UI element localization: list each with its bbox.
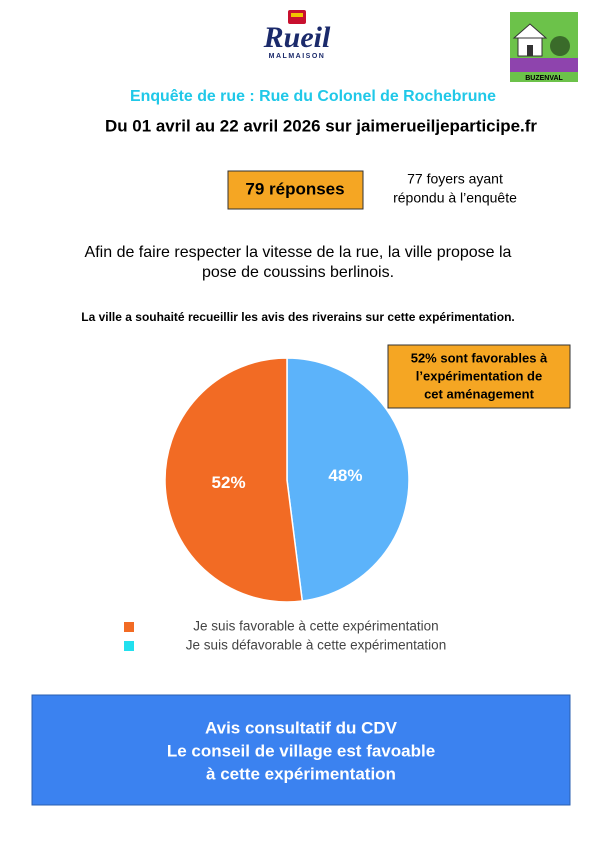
callout-box: [387, 344, 571, 409]
crest-band: [291, 13, 303, 17]
title: Enquête de rue : Rue du Colonel de Roche…: [130, 88, 496, 105]
legend-label: Je suis favorable à cette expérimentatio…: [193, 619, 438, 634]
logo-band: [510, 58, 578, 72]
data-label: 52%: [212, 473, 246, 492]
buzenval-logo: BUZENVAL: [510, 12, 578, 82]
question: La ville a souhaité recueillir les avis …: [81, 310, 515, 324]
pie-slice: [286, 357, 410, 602]
subtitle: Du 01 avril au 22 avril 2026 sur jaimeru…: [105, 116, 537, 135]
legend: Je suis favorable à cette expérimentatio…: [124, 619, 446, 653]
responses-note: 77 foyers ayant: [407, 171, 503, 187]
footer-line: à cette expérimentation: [206, 764, 396, 783]
pie-slice: [164, 357, 304, 603]
legend-label: Je suis défavorable à cette expérimentat…: [186, 638, 446, 653]
tree: [550, 36, 570, 56]
logo-name: Rueil: [263, 21, 331, 54]
legend-swatch: [124, 622, 134, 632]
legend-swatch: [124, 641, 134, 651]
logo-subtitle: MALMAISON: [269, 53, 326, 60]
logo-name: BUZENVAL: [525, 75, 563, 82]
footer-line: Le conseil de village est favoable: [167, 741, 435, 760]
house-door: [527, 45, 533, 56]
callout-line: 52% sont favorables à: [411, 350, 548, 365]
callout-line: l’expérimentation de: [416, 368, 542, 383]
rueil-logo: Rueil MALMAISON: [263, 10, 331, 60]
responses-count: 79 réponses: [245, 179, 344, 198]
data-label: 48%: [328, 466, 362, 485]
callout-line: cet aménagement: [424, 386, 534, 401]
intro-line: Afin de faire respecter la vitesse de la…: [85, 244, 512, 261]
intro-line: pose de coussins berlinois.: [202, 264, 394, 281]
footer-box: [31, 694, 571, 806]
responses-badge: [227, 170, 364, 210]
responses-note: répondu à l’enquête: [393, 190, 517, 206]
pie-chart: 48% 52%: [164, 357, 410, 603]
footer-line: Avis consultatif du CDV: [205, 718, 398, 737]
